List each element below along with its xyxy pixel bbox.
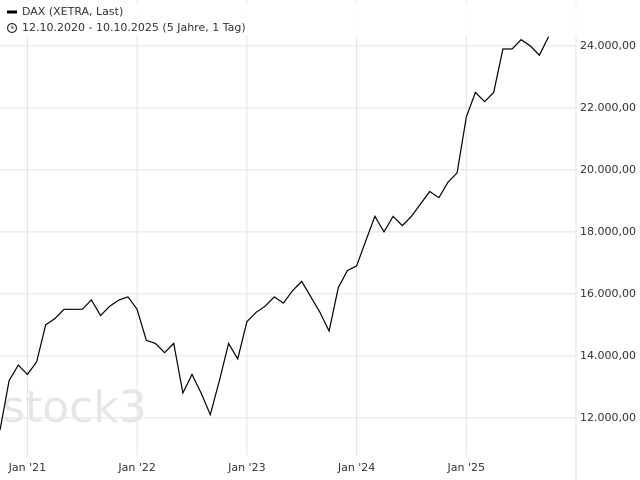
- y-tick-label: 18.000,00: [580, 225, 636, 238]
- x-tick-label: Jan '22: [117, 461, 155, 474]
- y-tick-label: 14.000,00: [580, 349, 636, 362]
- y-tick-label: 22.000,00: [580, 101, 636, 114]
- x-tick-label: Jan '21: [8, 461, 46, 474]
- legend-entry: DAX (XETRA, Last): [22, 5, 123, 18]
- y-tick-label: 24.000,00: [580, 39, 636, 52]
- clock-icon: [6, 22, 18, 34]
- x-tick-label: Jan '23: [227, 461, 265, 474]
- series-line: [0, 36, 550, 431]
- clock-hands: [11, 25, 14, 29]
- y-tick-label: 12.000,00: [580, 411, 636, 424]
- x-tick-label: Jan '25: [447, 461, 485, 474]
- legend-bg: [0, 2, 640, 36]
- y-tick-label: 16.000,00: [580, 287, 636, 300]
- subtitle: 12.10.2020 - 10.10.2025 (5 Jahre, 1 Tag): [22, 21, 246, 34]
- x-tick-label: Jan '24: [337, 461, 375, 474]
- y-tick-label: 20.000,00: [580, 163, 636, 176]
- watermark: stock3: [2, 382, 147, 433]
